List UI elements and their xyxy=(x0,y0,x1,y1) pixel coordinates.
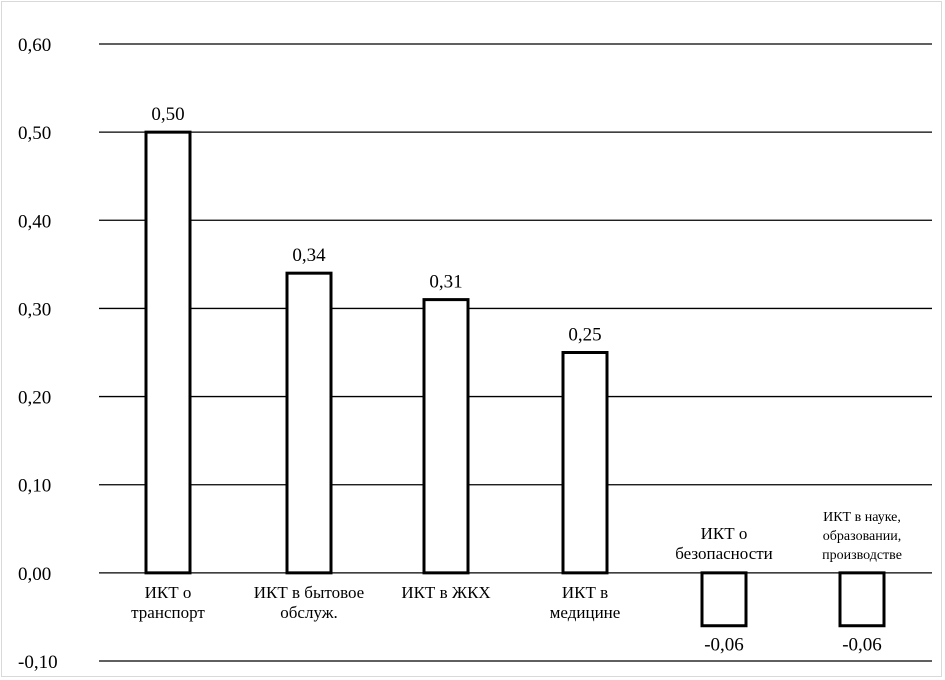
category-label: транспорт xyxy=(131,603,205,622)
bar xyxy=(285,271,333,575)
data-label: 0,31 xyxy=(429,272,462,293)
category-label: ИКТ в науке, xyxy=(823,510,901,525)
bar xyxy=(561,351,609,575)
y-tick-label: 0,10 xyxy=(18,476,51,497)
category-label: ИКТ в бытовое xyxy=(254,583,364,602)
data-label: -0,06 xyxy=(842,635,882,656)
category-label: образовании, xyxy=(823,529,901,544)
bar xyxy=(838,571,886,628)
bar xyxy=(700,571,748,628)
y-tick-label: 0,50 xyxy=(18,123,51,144)
data-label: 0,50 xyxy=(151,104,184,125)
y-tick-label: 0,40 xyxy=(18,211,51,232)
data-label: 0,25 xyxy=(568,325,601,346)
bar xyxy=(144,130,192,575)
category-label: ИКТ в xyxy=(562,583,608,602)
category-label: медицине xyxy=(550,603,621,622)
category-label: ИКТ в ЖКХ xyxy=(401,583,490,602)
category-label: ИКТ о xyxy=(701,524,748,543)
category-label: безопасности xyxy=(675,544,773,563)
category-label: ИКТ о xyxy=(145,583,192,602)
y-tick-label: 0,00 xyxy=(18,564,51,585)
data-label: 0,34 xyxy=(292,245,326,266)
y-tick-label: 0,30 xyxy=(18,299,51,320)
category-label: обслуж. xyxy=(280,603,337,622)
y-tick-label: 0,20 xyxy=(18,388,51,409)
y-tick-label: 0,60 xyxy=(18,35,51,56)
bar xyxy=(422,298,470,575)
y-tick-label: -0,10 xyxy=(18,652,58,673)
category-label: производстве xyxy=(822,548,902,563)
data-label: -0,06 xyxy=(704,635,744,656)
